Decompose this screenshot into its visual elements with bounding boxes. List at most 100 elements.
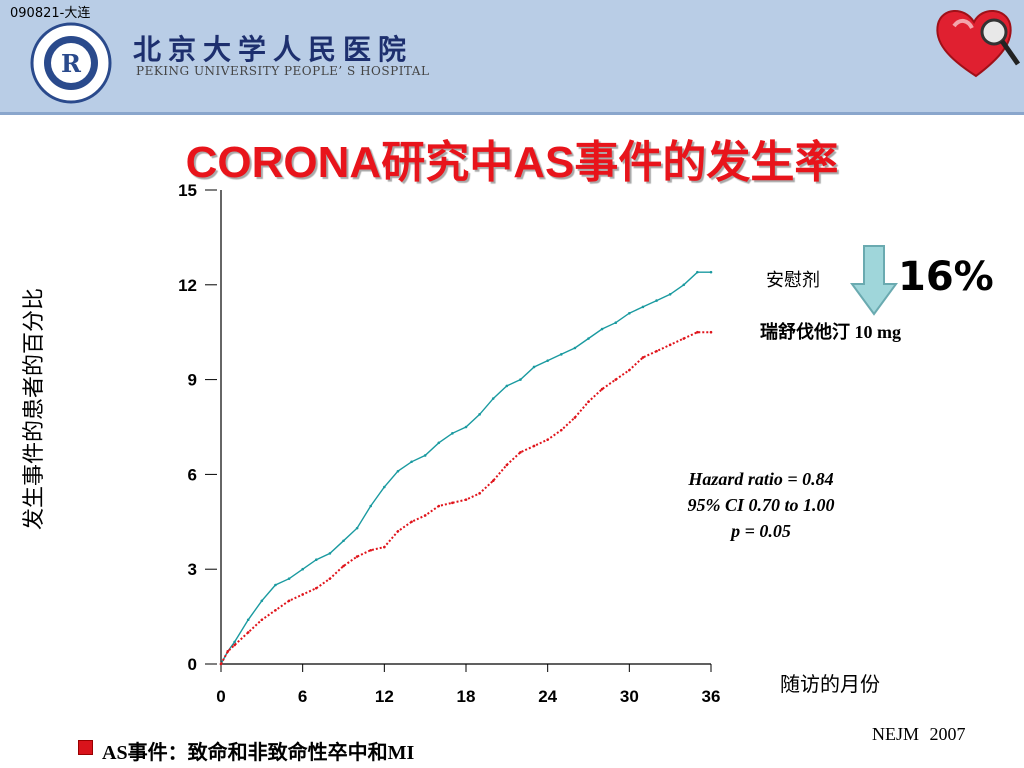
placebo-point <box>355 526 359 530</box>
rosuvastatin-point <box>226 650 230 653</box>
y-tick-label: 15 <box>178 181 197 200</box>
rosuvastatin-point <box>260 618 264 622</box>
placebo-point <box>410 460 413 464</box>
rosuvastatin-point <box>219 662 223 666</box>
placebo-point <box>464 425 468 429</box>
confidence-interval-text: 95% CI 0.70 to 1.00 <box>687 495 835 515</box>
placebo-point <box>301 567 304 571</box>
p-value-text: p = 0.05 <box>731 521 791 541</box>
rosuvastatin-point <box>559 428 563 432</box>
placebo-point <box>682 283 686 287</box>
rosuvastatin-point <box>546 438 549 441</box>
placebo-point <box>628 311 631 315</box>
footnote-text: AS事件：致命和非致命性卒中和MI <box>102 742 415 764</box>
rosuvastatin-series-line <box>220 331 711 665</box>
rosuvastatin-point <box>491 479 495 483</box>
placebo-point <box>573 346 577 350</box>
placebo-point <box>587 337 590 340</box>
rosuvastatin-point <box>478 492 481 495</box>
rosuvastatin-point <box>587 400 590 404</box>
header-divider <box>0 112 1024 115</box>
x-tick-label: 30 <box>620 687 639 706</box>
rosuvastatin-point <box>246 631 250 634</box>
placebo-point <box>328 552 332 555</box>
placebo-point <box>491 397 495 400</box>
rosuvastatin-point <box>233 643 236 647</box>
x-tick-label: 24 <box>538 687 557 706</box>
slide-title: CORONA研究中AS事件的发生率 <box>185 138 839 187</box>
rosuvastatin-point <box>682 337 686 340</box>
hazard-ratio-text: Hazard ratio = 0.84 <box>688 469 834 489</box>
rosuvastatin-point <box>410 520 413 524</box>
placebo-point <box>641 305 645 309</box>
placebo-point <box>396 469 400 473</box>
rosuvastatin-point <box>614 378 618 381</box>
placebo-point <box>709 270 713 274</box>
rosuvastatin-point <box>628 368 631 372</box>
placebo-point <box>668 292 672 296</box>
y-axis-label: 发生事件的患者的百分比 <box>22 287 47 530</box>
placebo-point <box>546 359 549 362</box>
placebo-point <box>342 539 345 543</box>
stats-box: Hazard ratio = 0.84 95% CI 0.70 to 1.00 … <box>648 466 874 544</box>
rosuvastatin-point <box>423 514 427 517</box>
rosuvastatin-point <box>696 330 699 334</box>
placebo-point <box>437 441 441 445</box>
placebo-point <box>314 558 318 562</box>
x-tick-label: 6 <box>298 687 307 706</box>
rosuvastatin-point <box>451 501 454 505</box>
placebo-point <box>614 321 618 325</box>
x-tick-label: 12 <box>375 687 394 706</box>
placebo-point <box>655 299 658 302</box>
rosuvastatin-point <box>641 356 645 359</box>
placebo-point <box>451 432 454 435</box>
rosuvastatin-point <box>464 498 468 501</box>
rosuvastatin-point <box>355 555 359 558</box>
placebo-label: 安慰剂 <box>766 270 820 291</box>
drug-label: 瑞舒伐他汀 10 mg <box>760 322 901 342</box>
bullet-icon <box>78 740 93 755</box>
placebo-point <box>369 504 373 508</box>
placebo-point <box>696 270 699 274</box>
placebo-point <box>246 618 250 622</box>
rosuvastatin-point <box>342 564 345 568</box>
hospital-name-en: PEKING UNIVERSITY PEOPLE’ S HOSPITAL <box>136 64 430 78</box>
placebo-point <box>559 353 563 356</box>
x-tick-label: 0 <box>216 687 225 706</box>
x-tick-label: 18 <box>457 687 476 706</box>
rosuvastatin-point <box>369 548 373 552</box>
rosuvastatin-point <box>709 330 713 334</box>
y-tick-label: 6 <box>188 465 197 484</box>
rosuvastatin-point <box>600 387 604 391</box>
placebo-series-line <box>220 271 711 665</box>
x-tick-label: 36 <box>702 687 721 706</box>
rosuvastatin-point <box>505 463 509 467</box>
rosuvastatin-point <box>314 586 318 590</box>
rosuvastatin-point <box>573 416 577 419</box>
corner-tag: 090821-大连 <box>10 6 91 21</box>
placebo-point <box>532 365 536 369</box>
placebo-point <box>274 583 277 587</box>
y-tick-label: 9 <box>188 371 197 390</box>
rosuvastatin-point <box>519 450 522 454</box>
placebo-point <box>505 384 509 388</box>
rosuvastatin-point <box>301 593 304 596</box>
placebo-point <box>600 327 604 331</box>
rosuvastatin-point <box>655 349 658 353</box>
placebo-point <box>233 640 236 644</box>
rosuvastatin-point <box>437 504 441 508</box>
x-axis-label: 随访的月份 <box>780 672 880 696</box>
header-banner <box>0 0 1024 112</box>
placebo-point <box>423 454 427 457</box>
heart-stethoscope-icon <box>936 10 1021 78</box>
rosuvastatin-point <box>668 343 672 347</box>
footnote: AS事件：致命和非致命性卒中和MI <box>78 736 414 765</box>
placebo-point <box>260 599 264 603</box>
rosuvastatin-point <box>328 577 332 580</box>
university-seal-icon: R <box>30 22 112 104</box>
rosuvastatin-point <box>532 444 536 448</box>
placebo-point <box>287 577 291 580</box>
svg-text:R: R <box>61 49 82 78</box>
down-arrow-icon <box>850 245 898 316</box>
y-tick-label: 12 <box>178 276 197 295</box>
